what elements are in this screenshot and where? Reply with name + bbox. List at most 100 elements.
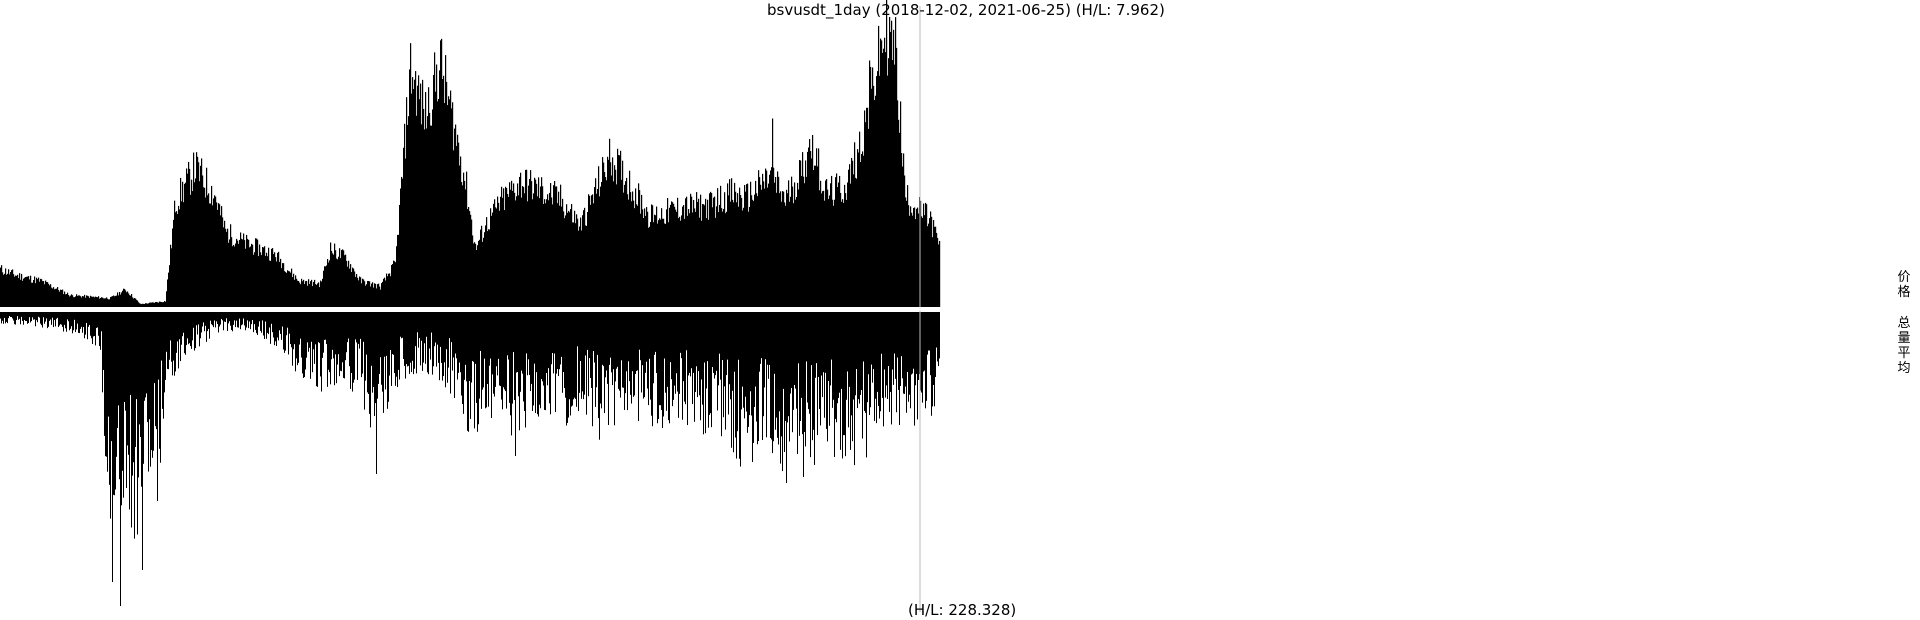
price-bar — [388, 273, 390, 307]
volume-bar — [133, 312, 134, 463]
volume-bar — [798, 312, 799, 364]
volume-bar — [442, 312, 443, 381]
volume-bar — [227, 312, 228, 331]
price-bar — [752, 199, 754, 307]
volume-bar — [365, 312, 366, 381]
price-bar — [261, 255, 263, 307]
volume-bar — [571, 312, 572, 407]
volume-bar — [189, 312, 190, 344]
volume-bar — [504, 312, 505, 390]
price-bar — [711, 193, 713, 307]
volume-bar — [672, 312, 673, 407]
price-bar — [650, 222, 652, 307]
volume-bar — [417, 312, 418, 333]
volume-bar — [797, 312, 798, 454]
volume-bar — [0, 312, 1, 319]
price-bar — [799, 160, 801, 307]
volume-bar — [252, 312, 253, 321]
volume-bar — [389, 312, 390, 376]
volume-bar — [640, 312, 641, 361]
price-bar — [304, 284, 306, 307]
price-bar — [693, 199, 695, 307]
price-bar — [484, 232, 486, 307]
price-bar — [345, 254, 347, 307]
price-bar — [808, 147, 810, 307]
price-bar — [135, 298, 137, 307]
volume-bar — [422, 312, 423, 371]
price-bar — [562, 198, 564, 307]
price-bar — [175, 212, 177, 307]
volume-bar — [854, 312, 855, 466]
price-bar — [702, 204, 704, 307]
price-bar — [44, 284, 46, 307]
price-bar — [913, 207, 915, 307]
price-bar — [294, 279, 296, 307]
price-bar — [801, 176, 803, 307]
volume-bar — [56, 312, 57, 319]
price-bar — [586, 225, 588, 307]
price-bar — [832, 199, 834, 307]
volume-bar — [906, 312, 907, 413]
volume-bar — [12, 312, 13, 319]
price-bar — [217, 209, 219, 307]
volume-bar — [469, 312, 470, 382]
volume-bar — [186, 312, 187, 346]
price-bar — [541, 177, 543, 307]
price-bar — [88, 296, 90, 307]
price-bar — [61, 290, 63, 307]
volume-bar — [314, 312, 315, 364]
price-bar — [615, 169, 617, 307]
volume-bar — [820, 312, 821, 426]
price-bar — [31, 282, 33, 307]
price-bar — [47, 282, 49, 307]
price-bar — [719, 204, 721, 307]
price-bar — [387, 276, 389, 307]
price-bar — [62, 289, 64, 307]
volume-bar — [96, 312, 97, 328]
price-bar — [709, 193, 711, 307]
volume-bar — [259, 312, 260, 322]
price-bar — [694, 208, 696, 307]
volume-bar — [791, 312, 792, 388]
volume-bar — [439, 312, 440, 381]
volume-bar — [111, 312, 112, 442]
price-bar — [883, 48, 885, 307]
price-bar — [503, 188, 505, 307]
volume-bar — [179, 312, 180, 340]
volume-bar — [554, 312, 555, 354]
chart-title: bsvusdt_1day (2018-12-02, 2021-06-25) (H… — [767, 1, 1165, 19]
price-bar — [153, 302, 155, 307]
volume-bar — [477, 312, 478, 432]
price-bar — [338, 256, 340, 307]
volume-bar — [233, 312, 234, 325]
price-bar — [545, 203, 547, 307]
volume-bar — [753, 312, 754, 443]
price-bar — [688, 209, 690, 307]
volume-bar — [29, 312, 30, 318]
price-bar — [939, 240, 941, 307]
price-bar — [605, 177, 607, 307]
price-bar — [186, 168, 188, 307]
price-bar — [173, 219, 175, 307]
volume-bar — [833, 312, 834, 400]
volume-bar — [457, 312, 458, 380]
price-bar — [115, 295, 117, 307]
volume-bar — [647, 312, 648, 389]
volume-bar — [930, 312, 931, 376]
price-bar — [497, 196, 499, 307]
price-bar — [357, 277, 359, 307]
volume-bar — [10, 312, 11, 317]
price-bar — [547, 194, 549, 307]
volume-bar — [62, 312, 63, 327]
price-bar — [27, 276, 29, 307]
volume-bar — [493, 312, 494, 394]
price-bar — [803, 176, 805, 307]
volume-bar — [64, 312, 65, 325]
volume-bar — [66, 312, 67, 332]
volume-bar — [73, 312, 74, 331]
price-bar — [787, 193, 789, 307]
price-bar — [627, 194, 629, 307]
volume-bar — [324, 312, 325, 340]
volume-bar — [50, 312, 51, 320]
volume-bar — [454, 312, 455, 398]
